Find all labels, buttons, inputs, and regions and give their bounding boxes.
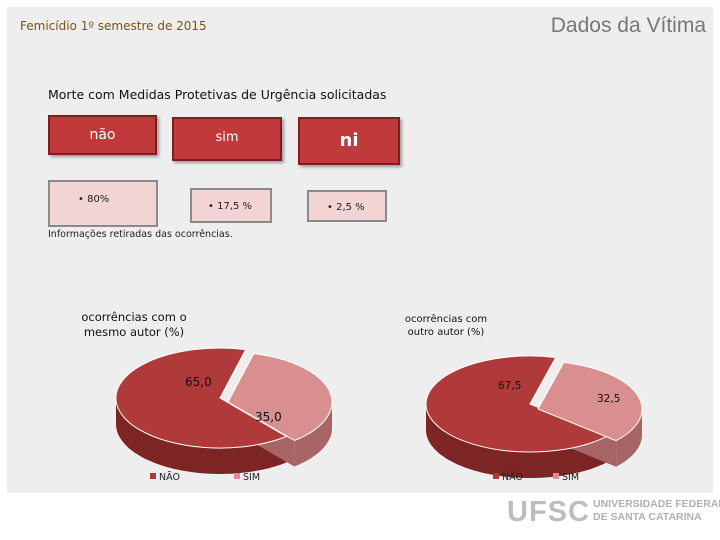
pie-1-side-não	[116, 398, 287, 474]
pie-2-side-sim	[616, 409, 642, 467]
pie-2-legend-swatch-não	[493, 473, 499, 479]
category-box-ni: ni	[298, 117, 400, 165]
logo-line-2: DE SANTA CATARINA	[593, 511, 702, 523]
pie-2-slice-sim	[537, 361, 643, 442]
percentage-box-ni: • 2,5 %	[307, 190, 387, 222]
category-box-nao: não	[48, 115, 157, 155]
logo-text: UFSC	[507, 496, 590, 528]
slide-title: Dados da Vítima	[550, 14, 706, 37]
pie-2-value-label-sim: 32,5	[597, 393, 620, 405]
source-note: Informações retiradas das ocorrências.	[48, 229, 233, 240]
pie-2-legend-label-sim: SIM	[562, 472, 579, 483]
pie-2-legend-label-não: NÃO	[502, 472, 523, 483]
slide-subtitle: Femicídio 1º semestre de 2015	[20, 19, 207, 33]
pie-1-legend-label-sim: SIM	[243, 472, 260, 483]
pie-1-legend-swatch-sim	[234, 473, 240, 479]
pie-1-side-sim	[294, 402, 332, 467]
pie-2-slice-não	[425, 355, 610, 453]
pie-1-legend-label-não: NÃO	[159, 472, 180, 483]
percentage-box-nao: • 80%	[48, 180, 158, 227]
chart-2-title: ocorrências com outro autor (%)	[404, 314, 488, 338]
pie-1-value-label-sim: 35,0	[255, 410, 282, 424]
chart-1-title: ocorrências com o mesmo autor (%)	[81, 310, 187, 339]
logo-line-1: UNIVERSIDADE FEDERAL	[593, 498, 720, 510]
section-title: Morte com Medidas Protetivas de Urgência…	[48, 87, 387, 102]
pie-1-slice-não	[115, 347, 288, 449]
category-box-sim: sim	[172, 117, 282, 161]
pie-2-legend-swatch-sim	[553, 473, 559, 479]
pie-1-value-label-não: 65,0	[185, 375, 212, 389]
pie-1-legend-swatch-não	[150, 473, 156, 479]
percentage-box-sim: • 17,5 %	[190, 188, 272, 223]
pie-2-side-não	[426, 404, 609, 478]
pie-1-slice-sim	[227, 353, 333, 442]
pie-2-value-label-não: 67,5	[498, 380, 521, 392]
